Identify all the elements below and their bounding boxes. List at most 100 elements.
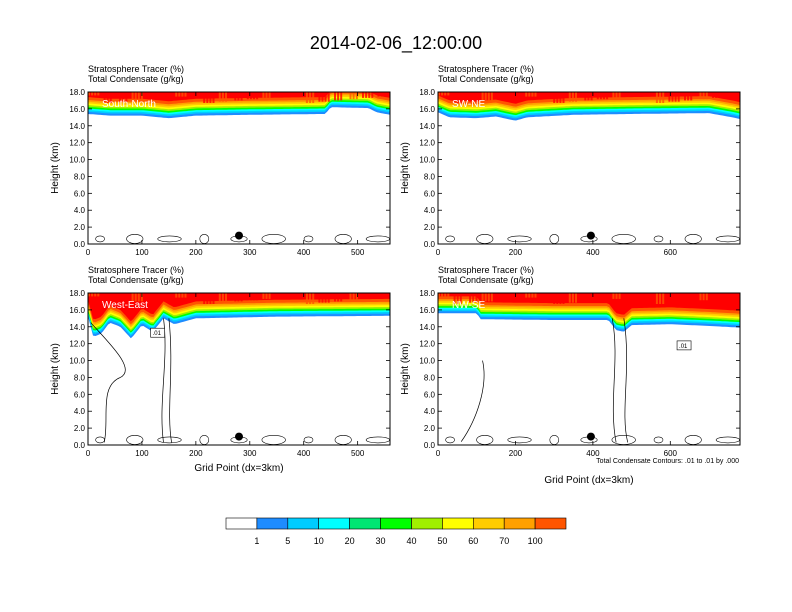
tracer-streak	[528, 92, 531, 97]
tracer-streak	[221, 293, 224, 303]
tracer-streak	[733, 92, 736, 97]
tracer-streak	[134, 293, 137, 302]
tracer-streak	[497, 92, 500, 100]
tracer-streak	[543, 92, 546, 96]
condensate-contour	[549, 233, 560, 244]
condensate-contour	[303, 436, 314, 444]
tracer-streak	[97, 92, 100, 96]
x-tick-label: 400	[297, 248, 311, 257]
tracer-streak	[168, 92, 171, 98]
y-tick-label: 8.0	[74, 172, 86, 181]
tracer-streak	[699, 92, 702, 100]
tracer-streak	[444, 293, 447, 297]
tracer-streak	[525, 293, 528, 298]
tracer-streak	[383, 92, 386, 97]
x-tick-label: 200	[509, 248, 523, 257]
tracer-streak	[91, 92, 94, 96]
tracer-streak	[559, 293, 562, 304]
condensate-contour	[303, 235, 314, 243]
tracer-streak	[487, 92, 490, 101]
condensate-contour	[126, 233, 144, 244]
section-label: SW-NE	[452, 99, 485, 110]
tracer-streak	[309, 293, 312, 304]
condensate-contour	[507, 436, 532, 444]
tracer-streak	[268, 293, 271, 299]
tracer-streak	[106, 92, 109, 103]
tracer-streak	[337, 92, 340, 101]
colorbar-label: 1	[254, 536, 259, 546]
figure-title: 2014-02-06_12:00:00	[310, 33, 482, 54]
tracer-streak	[690, 293, 693, 302]
tracer-streak	[599, 293, 602, 301]
tracer-streak	[562, 92, 565, 103]
tracer-streak	[284, 92, 287, 97]
tracer-streak	[178, 92, 181, 97]
tracer-streak	[293, 293, 296, 297]
condensate-contour	[334, 233, 352, 244]
x-tick-label: 200	[189, 248, 203, 257]
tracer-streak	[324, 92, 327, 102]
tracer-streak	[612, 92, 615, 98]
x-tick-label: 400	[297, 449, 311, 458]
tracer-streak	[184, 293, 187, 298]
y-axis-label: Height (km)	[50, 343, 61, 395]
tracer-streak	[587, 293, 590, 302]
tracer-streak	[484, 293, 487, 302]
tracer-streak	[687, 92, 690, 101]
tracer-streak	[94, 92, 97, 96]
x-tick-label: 0	[86, 248, 91, 257]
tracer-streak	[615, 293, 618, 299]
tracer-streak	[590, 293, 593, 302]
tracer-streak	[705, 293, 708, 301]
tracer-streak	[352, 92, 355, 100]
y-tick-label: 18.0	[69, 289, 85, 298]
tracer-streak	[512, 92, 515, 98]
condensate-contour	[623, 318, 629, 443]
condensate-contour	[611, 233, 636, 244]
colorbar: 1 5 10 20 30 40 50 60 70 100	[225, 517, 567, 546]
tracer-streak	[547, 92, 549, 96]
tracer-streak	[590, 92, 593, 101]
plot-area	[88, 293, 390, 445]
tracer-streak	[453, 92, 456, 103]
tracer-streak	[318, 92, 321, 102]
tracer-streak	[256, 92, 259, 100]
tracer-streak	[540, 293, 543, 297]
tracer-streak	[362, 92, 364, 98]
plot-frame	[87, 292, 391, 446]
y-tick-label: 4.0	[74, 206, 86, 215]
tracer-streak	[715, 293, 718, 299]
x-tick-label: 300	[243, 248, 257, 257]
x-axis-label: Grid Point (dx=3km)	[544, 475, 633, 486]
tracer-streak	[677, 92, 680, 102]
colorbar-box	[256, 517, 289, 530]
tracer-streak	[246, 92, 249, 100]
tracer-streak	[221, 92, 224, 102]
tracer-streak	[237, 92, 240, 101]
y-tick-label: 2.0	[424, 223, 436, 232]
tracer-streak	[596, 92, 599, 100]
tracer-streak	[718, 92, 721, 98]
tracer-streak	[197, 293, 199, 297]
colorbar-label: 5	[285, 536, 290, 546]
tracer-streak	[91, 293, 94, 297]
tracer-streak	[203, 293, 206, 304]
tracer-streak	[727, 92, 730, 97]
tracer-streak	[119, 92, 122, 102]
tracer-streak	[97, 293, 100, 297]
tracer-streak	[712, 92, 714, 98]
colorbar-box	[349, 517, 381, 530]
contour-label-box	[150, 327, 165, 338]
tracer-streak	[237, 293, 240, 302]
condensate-contour	[684, 233, 702, 244]
tracer-streak	[640, 293, 643, 297]
colorbar-label: 70	[499, 536, 509, 546]
tracer-streak	[456, 92, 459, 103]
tracer-streak	[162, 92, 165, 98]
tracer-streak	[334, 293, 336, 302]
y-axis-label: Height (km)	[400, 142, 411, 194]
tracer-streak	[500, 92, 503, 100]
tracer-streak	[497, 293, 500, 301]
tracer-streak	[178, 293, 181, 298]
